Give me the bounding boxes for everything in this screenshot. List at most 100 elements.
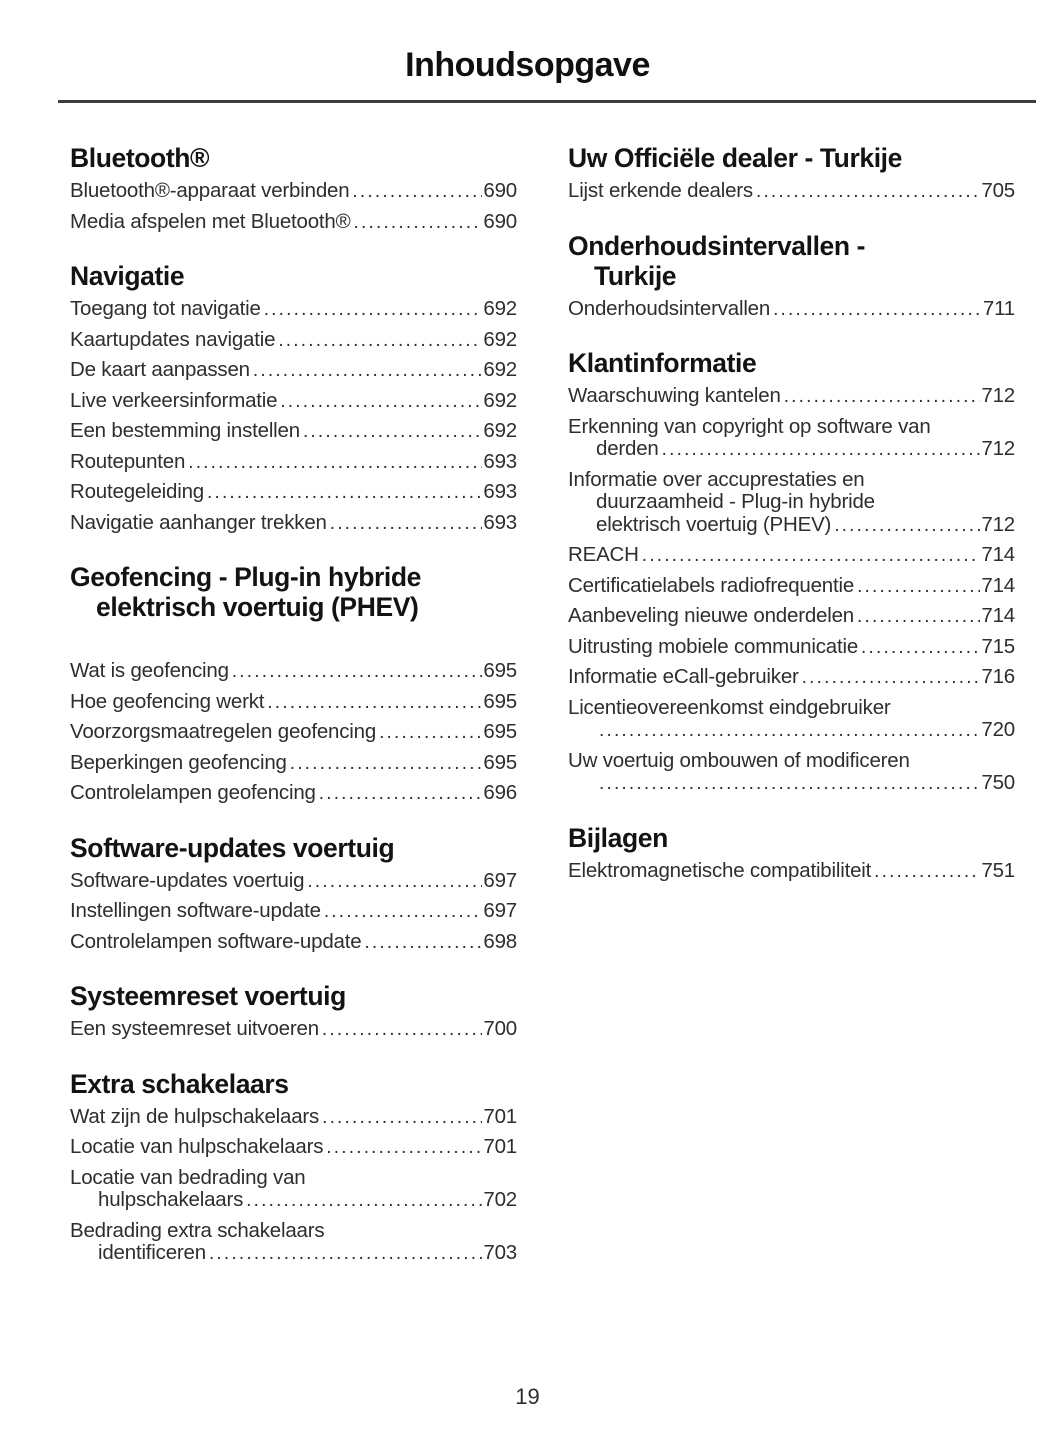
toc-entry: Elektromagnetische compatibiliteit 751 [568, 858, 1015, 884]
dot-leader [232, 661, 483, 684]
entry-page-number: 712 [981, 512, 1015, 536]
toc-entry-leader-line: Informatie eCall-gebruiker 716 [568, 665, 1015, 690]
toc-entry-leader-line: De kaart aanpassen 692 [70, 358, 517, 383]
dot-leader [209, 1243, 482, 1266]
entry-page-number: 701 [483, 1104, 517, 1128]
dot-leader [267, 692, 482, 715]
entry-label: Media afspelen met Bluetooth® [70, 209, 351, 233]
toc-entry-text-line: duurzaamheid - Plug-in hybride [596, 490, 875, 513]
toc-section: Geofencing - Plug-in hybride elektrisch v… [70, 562, 517, 806]
section-heading: Navigatie [70, 261, 517, 291]
entry-label: Toegang tot navigatie [70, 297, 261, 320]
entry-label: Elektromagnetische compatibiliteit [568, 858, 872, 882]
entry-label: Een systeemreset uitvoeren [70, 1017, 319, 1040]
toc-entry-text-line: Informatie over accuprestaties en [568, 467, 865, 491]
entry-page-number: 700 [483, 1017, 517, 1040]
dot-leader [352, 181, 482, 204]
page-footer: 19 [0, 1384, 1055, 1410]
toc-section: Onderhoudsintervallen - Turkije Onderhouds… [568, 231, 1015, 322]
entry-label: hulpschakelaars [98, 1188, 244, 1211]
toc-entry: Kaartupdates navigatie 692 [70, 327, 517, 353]
dot-leader [188, 452, 482, 475]
toc-entry: Wat zijn de hulpschakelaars 701 [70, 1104, 517, 1130]
section-heading: Extra schakelaars [70, 1069, 517, 1099]
dot-leader [307, 871, 482, 894]
entry-page-number: 714 [981, 573, 1015, 597]
entry-label: Aanbeveling nieuwe onderdelen [568, 604, 854, 627]
toc-columns: Bluetooth® Bluetooth®-apparaat verbinden 6… [0, 103, 1055, 1293]
toc-entry-leader-line: Kaartupdates navigatie 692 [70, 327, 517, 353]
section-heading: Systeemreset voertuig [70, 981, 517, 1011]
toc-entry-leader-line: identificeren 703 [70, 1241, 517, 1266]
toc-entry: Hoe geofencing werkt 695 [70, 690, 517, 715]
dot-leader [784, 386, 981, 409]
entry-page-number: 697 [483, 899, 517, 922]
toc-entry-leader-line: 750 [568, 771, 1015, 796]
entry-page-number: 695 [483, 750, 517, 774]
toc-entry-leader-line: Waarschuwing kantelen 712 [568, 384, 1015, 409]
dot-leader [364, 932, 482, 955]
entry-page-number: 750 [981, 771, 1015, 794]
section-heading-line: Bluetooth® [70, 143, 210, 173]
toc-entry: Aanbeveling nieuwe onderdelen 714 [568, 604, 1015, 629]
dot-leader [773, 299, 982, 322]
entry-label: Lijst erkende dealers [568, 179, 753, 202]
toc-entry-leader-line: Een bestemming instellen 692 [70, 419, 517, 444]
entry-page-number: 698 [483, 929, 517, 953]
entry-label: Onderhoudsintervallen [568, 296, 771, 320]
dot-leader [756, 181, 980, 204]
toc-entry: Instellingen software-update 697 [70, 899, 517, 924]
entry-label: Live verkeersinformatie [70, 388, 278, 412]
section-heading-line: Geofencing - Plug-in hybride [70, 562, 421, 592]
toc-section: Bijlagen Elektromagnetische compatibilite… [568, 823, 1015, 884]
entry-page-number: 701 [483, 1135, 517, 1158]
toc-entry-leader-line: Routegeleiding 693 [70, 480, 517, 505]
toc-entry-leader-line: Voorzorgsmaatregelen geofencing 695 [70, 720, 517, 745]
dot-leader [330, 513, 483, 536]
entry-label: elektrisch voertuig (PHEV) [596, 512, 832, 536]
dot-leader [319, 783, 483, 806]
section-heading-line: Software-updates voertuig [70, 832, 395, 863]
entry-label: Voorzorgsmaatregelen geofencing [70, 720, 377, 743]
entry-page-number: 715 [981, 634, 1015, 658]
dot-leader [834, 515, 980, 538]
entry-page-number: 692 [483, 297, 517, 320]
toc-entry-leader-line: Controlelampen software-update 698 [70, 929, 517, 955]
toc-entry-leader-line: Beperkingen geofencing 695 [70, 750, 517, 776]
entry-page-number: 705 [981, 179, 1015, 202]
entry-page-number: 695 [483, 659, 517, 682]
toc-section: Software-updates voertuig Software-update… [70, 833, 517, 955]
entry-label: Instellingen software-update [70, 899, 321, 922]
toc-entry-leader-line: Media afspelen met Bluetooth® 690 [70, 209, 517, 235]
section-heading: Onderhoudsintervallen - Turkije [568, 231, 1015, 291]
entry-label: derden [596, 437, 659, 460]
entry-label: Kaartupdates navigatie [70, 327, 276, 351]
toc-entry: Erkenning van copyright op software van d… [568, 415, 1015, 462]
section-heading: Bluetooth® [70, 143, 517, 173]
toc-entry-leader-line: Aanbeveling nieuwe onderdelen 714 [568, 604, 1015, 629]
toc-entry-leader-line: Instellingen software-update 697 [70, 899, 517, 924]
header-divider [58, 100, 1036, 103]
entry-page-number: 716 [981, 665, 1015, 688]
entry-label: Uitrusting mobiele communicatie [568, 634, 859, 658]
entry-page-number: 702 [483, 1188, 517, 1211]
toc-entry: REACH 714 [568, 543, 1015, 568]
dot-leader [303, 421, 482, 444]
toc-entry-text-line: Bedrading extra schakelaars [70, 1218, 325, 1242]
toc-entry-leader-line: Lijst erkende dealers 705 [568, 179, 1015, 204]
dot-leader [857, 606, 980, 629]
entry-page-number: 720 [981, 718, 1015, 741]
toc-entry-leader-line: Live verkeersinformatie 692 [70, 388, 517, 414]
entry-label: Een bestemming instellen [70, 419, 300, 442]
entry-label: Locatie van hulpschakelaars [70, 1135, 324, 1158]
entry-label: Wat zijn de hulpschakelaars [70, 1104, 320, 1128]
toc-entry: Locatie van bedrading van hulpschakelaars… [70, 1166, 517, 1213]
entry-label: REACH [568, 543, 639, 566]
toc-section: Systeemreset voertuig Een systeemreset ui… [70, 981, 517, 1042]
entry-page-number: 692 [483, 419, 517, 442]
toc-entry-leader-line: Wat zijn de hulpschakelaars 701 [70, 1104, 517, 1130]
dot-leader [324, 901, 483, 924]
toc-entry-leader-line: elektrisch voertuig (PHEV) 712 [568, 512, 1015, 538]
toc-entry: Bluetooth®-apparaat verbinden 690 [70, 179, 517, 204]
